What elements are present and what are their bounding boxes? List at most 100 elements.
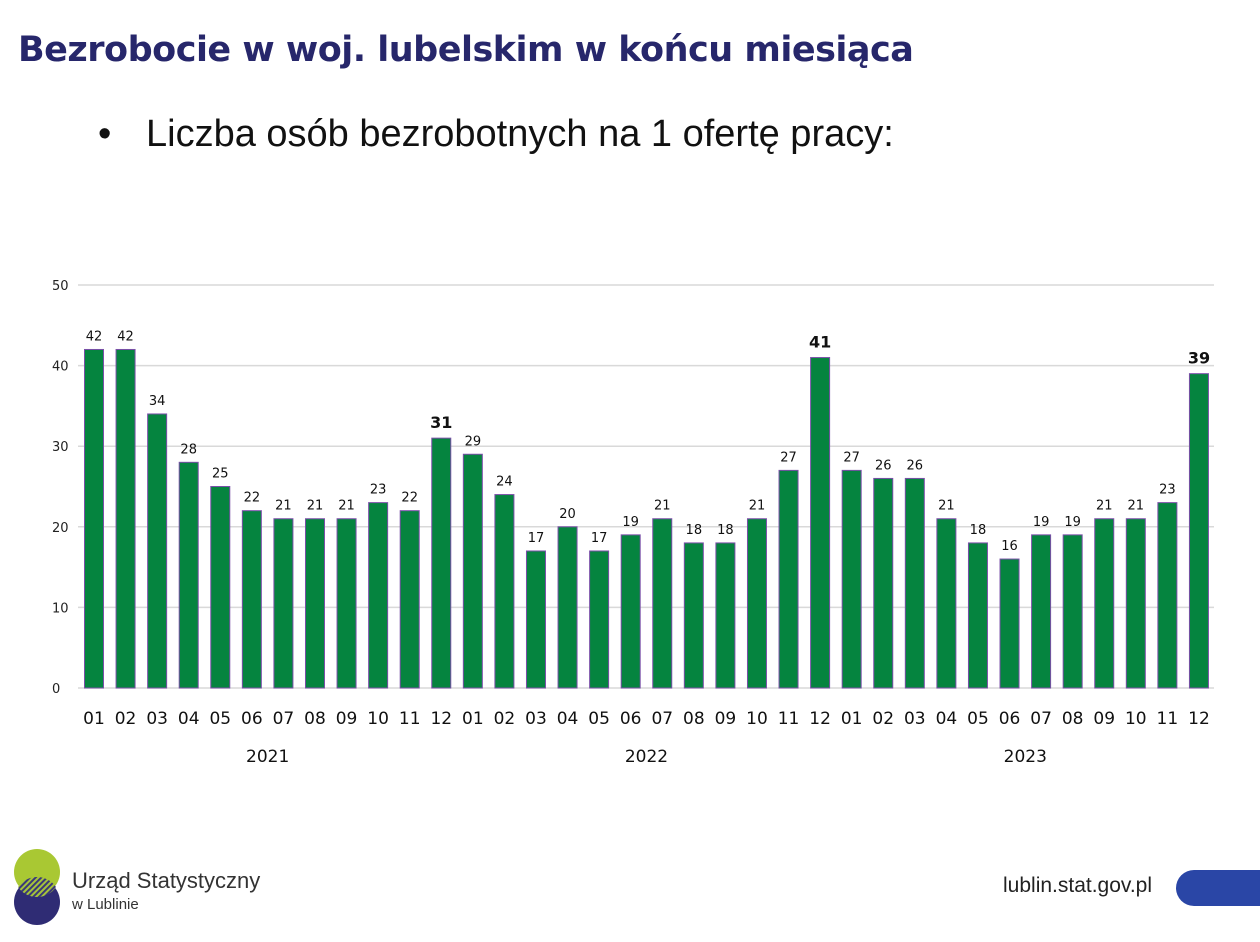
x-tick-label: 04 bbox=[936, 709, 958, 729]
data-label: 28 bbox=[180, 442, 197, 457]
bullet-icon: • bbox=[98, 113, 112, 155]
x-tick-label: 03 bbox=[525, 709, 547, 729]
data-label: 21 bbox=[1128, 499, 1145, 514]
data-label: 34 bbox=[149, 394, 166, 409]
decorative-pill bbox=[1176, 870, 1260, 906]
bar-chart: 0102030405042014202340328042505220621072… bbox=[52, 279, 1214, 767]
bar bbox=[1094, 518, 1115, 689]
bar bbox=[1188, 373, 1209, 689]
data-label: 19 bbox=[622, 515, 639, 530]
y-tick-label: 30 bbox=[52, 440, 69, 455]
x-tick-label: 08 bbox=[683, 709, 705, 729]
bar bbox=[999, 558, 1020, 689]
bar bbox=[904, 477, 925, 689]
data-label: 22 bbox=[401, 491, 418, 506]
data-label: 21 bbox=[275, 499, 292, 514]
org-name: Urząd Statystyczny bbox=[72, 868, 261, 893]
x-tick-label: 12 bbox=[430, 709, 452, 729]
x-tick-label: 06 bbox=[620, 709, 642, 729]
data-label: 18 bbox=[717, 523, 734, 538]
bar bbox=[178, 461, 199, 689]
x-tick-label: 10 bbox=[367, 709, 389, 729]
x-tick-label: 09 bbox=[715, 709, 737, 729]
bar bbox=[462, 453, 483, 689]
bar bbox=[1125, 518, 1146, 689]
x-tick-label: 08 bbox=[304, 709, 326, 729]
bar bbox=[525, 550, 546, 689]
bar bbox=[273, 518, 294, 689]
bar bbox=[210, 486, 231, 689]
bar bbox=[683, 542, 704, 689]
x-tick-label: 05 bbox=[209, 709, 231, 729]
x-tick-label: 10 bbox=[1125, 709, 1147, 729]
data-label: 21 bbox=[1096, 499, 1113, 514]
data-label: 26 bbox=[907, 458, 924, 473]
y-tick-label: 40 bbox=[52, 360, 69, 375]
data-label: 25 bbox=[212, 467, 229, 482]
bar bbox=[620, 534, 641, 689]
data-label: 18 bbox=[686, 523, 703, 538]
bar bbox=[368, 502, 389, 689]
data-label: 17 bbox=[528, 531, 545, 546]
bar bbox=[873, 477, 894, 689]
bar bbox=[241, 510, 262, 689]
data-label: 23 bbox=[1159, 483, 1176, 498]
x-tick-label: 08 bbox=[1062, 709, 1084, 729]
data-label: 26 bbox=[875, 458, 892, 473]
logo-icon bbox=[14, 849, 60, 925]
bar bbox=[494, 494, 515, 689]
x-tick-label: 06 bbox=[999, 709, 1021, 729]
x-tick-label: 06 bbox=[241, 709, 263, 729]
bar bbox=[936, 518, 957, 689]
chart-subtitle: • Liczba osób bezrobotnych na 1 ofertę pr… bbox=[98, 113, 894, 156]
x-tick-label: 07 bbox=[1030, 709, 1052, 729]
data-label: 20 bbox=[559, 507, 576, 522]
subtitle-text: Liczba osób bezrobotnych na 1 ofertę pra… bbox=[146, 113, 894, 155]
y-tick-label: 50 bbox=[52, 279, 69, 294]
x-tick-label: 10 bbox=[746, 709, 768, 729]
data-label: 17 bbox=[591, 531, 608, 546]
data-label: 18 bbox=[970, 523, 987, 538]
data-label: 21 bbox=[654, 499, 671, 514]
bar bbox=[810, 357, 831, 689]
data-label: 16 bbox=[1001, 539, 1018, 554]
bar bbox=[1157, 502, 1178, 689]
data-label: 29 bbox=[465, 434, 482, 449]
x-tick-label: 01 bbox=[841, 709, 863, 729]
data-label: 19 bbox=[1033, 515, 1050, 530]
data-label: 41 bbox=[809, 333, 831, 352]
x-tick-label: 01 bbox=[462, 709, 484, 729]
bar bbox=[1031, 534, 1052, 689]
data-label: 27 bbox=[843, 450, 860, 465]
x-tick-label: 02 bbox=[115, 709, 137, 729]
x-tick-label: 03 bbox=[904, 709, 926, 729]
x-tick-label: 07 bbox=[651, 709, 673, 729]
bar bbox=[746, 518, 767, 689]
website-link[interactable]: lublin.stat.gov.pl bbox=[1003, 874, 1153, 897]
bar bbox=[84, 348, 104, 689]
x-tick-label: 04 bbox=[557, 709, 579, 729]
data-label: 27 bbox=[780, 450, 797, 465]
x-tick-label: 12 bbox=[809, 709, 831, 729]
bar bbox=[589, 550, 610, 689]
bar bbox=[336, 518, 357, 689]
y-tick-label: 20 bbox=[52, 521, 69, 536]
x-tick-label: 11 bbox=[778, 709, 800, 729]
data-label: 39 bbox=[1188, 349, 1210, 368]
x-tick-label: 12 bbox=[1188, 709, 1210, 729]
data-label: 42 bbox=[117, 329, 134, 344]
x-group-label: 2023 bbox=[1004, 747, 1047, 767]
x-tick-label: 03 bbox=[146, 709, 168, 729]
bar bbox=[841, 469, 862, 689]
bar bbox=[652, 518, 673, 689]
data-label: 21 bbox=[338, 499, 355, 514]
x-tick-label: 09 bbox=[1093, 709, 1115, 729]
bar bbox=[1062, 534, 1083, 689]
x-tick-label: 05 bbox=[967, 709, 989, 729]
data-label: 21 bbox=[938, 499, 955, 514]
data-label: 24 bbox=[496, 475, 513, 490]
bar bbox=[557, 526, 578, 689]
data-label: 42 bbox=[86, 329, 103, 344]
bar bbox=[431, 437, 452, 689]
x-group-label: 2022 bbox=[625, 747, 668, 767]
